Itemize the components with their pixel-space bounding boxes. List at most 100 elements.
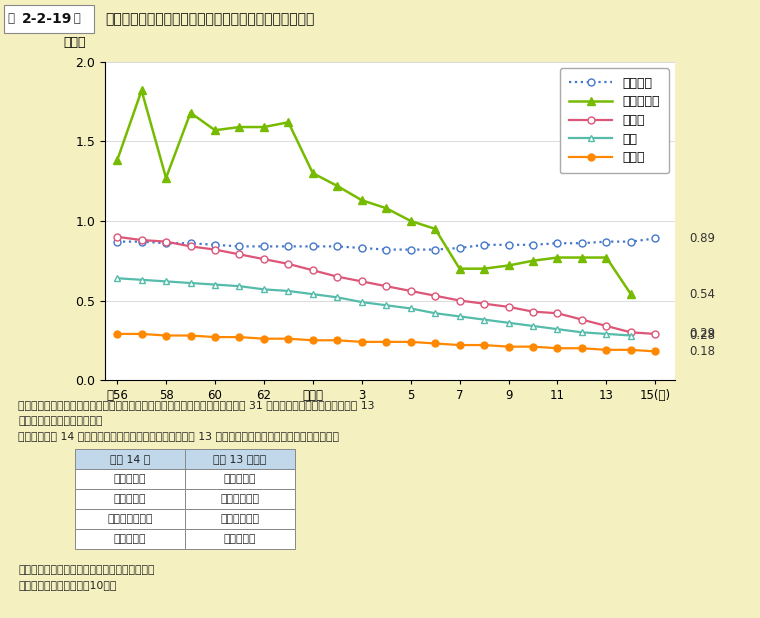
- 企業等: [112, 233, 122, 240]
- 企業等: [553, 310, 562, 317]
- 大学等: [186, 332, 195, 339]
- 企業等: [602, 322, 611, 329]
- 非営利団体: [259, 124, 268, 131]
- Text: 第: 第: [8, 12, 19, 25]
- 企業等: [528, 308, 537, 315]
- 大学等: [528, 343, 537, 350]
- 公的機関: [333, 243, 342, 250]
- 大学等: [602, 346, 611, 353]
- 非営利団体: [211, 127, 220, 134]
- Line: 全体: 全体: [114, 275, 635, 339]
- Text: 政府研究機関: 政府研究機関: [220, 514, 259, 523]
- Bar: [75, 489, 185, 509]
- Text: 図: 図: [70, 12, 81, 25]
- 全体: [112, 274, 122, 282]
- 全体: [283, 287, 293, 295]
- 非営利団体: [112, 157, 122, 164]
- 非営利団体: [626, 290, 635, 298]
- 非営利団体: [161, 174, 170, 182]
- 大学等: [259, 335, 268, 342]
- 非営利団体: [309, 169, 318, 177]
- 公的機関: [382, 246, 391, 253]
- 公的機関: [480, 241, 489, 248]
- 企業等: [211, 246, 220, 253]
- 企業等: [283, 260, 293, 268]
- 企業等: [357, 277, 366, 285]
- 企業等: [382, 282, 391, 290]
- 公的機関: [504, 241, 513, 248]
- Text: 資料：総務省統計局「科学技術研究調査報告」: 資料：総務省統計局「科学技術研究調査報告」: [18, 565, 154, 575]
- 企業等: [480, 300, 489, 307]
- 大学等: [112, 330, 122, 337]
- 大学等: [137, 330, 146, 337]
- 企業等: [626, 329, 635, 336]
- Text: ２．平成 14 年から調査区分が変更されたため、平成 13 年まではそれぞれ次の組織の数値である。: ２．平成 14 年から調査区分が変更されたため、平成 13 年まではそれぞれ次の…: [18, 431, 339, 441]
- 非営利団体: [553, 254, 562, 261]
- Text: 2-2-19: 2-2-19: [22, 12, 72, 26]
- 大学等: [161, 332, 170, 339]
- 大学等: [626, 346, 635, 353]
- 公的機関: [578, 240, 587, 247]
- 企業等: [161, 238, 170, 245]
- 企業等: [651, 330, 660, 337]
- 全体: [528, 322, 537, 329]
- 非営利団体: [578, 254, 587, 261]
- 全体: [161, 277, 170, 285]
- 企業等: [137, 236, 146, 243]
- 公的機関: [211, 241, 220, 248]
- 非営利団体: [333, 182, 342, 190]
- 全体: [504, 319, 513, 326]
- Bar: [185, 469, 295, 489]
- 公的機関: [602, 238, 611, 245]
- 大学等: [455, 341, 464, 349]
- Text: 0.28: 0.28: [689, 329, 716, 342]
- 全体: [333, 294, 342, 301]
- Text: 民営研究機関: 民営研究機関: [220, 494, 259, 504]
- Text: 平成 14 年: 平成 14 年: [110, 454, 150, 464]
- 企業等: [333, 273, 342, 281]
- Text: 大　学　等: 大 学 等: [223, 533, 256, 544]
- 企業等: [504, 303, 513, 311]
- 全体: [431, 310, 440, 317]
- 企業等: [235, 251, 244, 258]
- Text: 会　社　等: 会 社 等: [223, 473, 256, 484]
- 非営利団体: [431, 225, 440, 232]
- 企業等: [431, 292, 440, 300]
- 非営利団体: [283, 119, 293, 126]
- 公的機関: [455, 244, 464, 252]
- 非営利団体: [406, 217, 415, 224]
- 全体: [455, 313, 464, 320]
- Bar: [185, 449, 295, 468]
- Text: 大　学　等: 大 学 等: [114, 533, 146, 544]
- 非営利団体: [480, 265, 489, 273]
- 公的機関: [357, 244, 366, 252]
- 公的機関: [283, 243, 293, 250]
- 大学等: [651, 348, 660, 355]
- Text: 注）１．研究者数、研究支援者数は、各年次とも人文・社会科学等を含む３月 31 日現在の値である（ただし平成 13: 注）１．研究者数、研究支援者数は、各年次とも人文・社会科学等を含む３月 31 日…: [18, 400, 375, 410]
- Bar: [75, 509, 185, 528]
- 企業等: [455, 297, 464, 304]
- 全体: [186, 279, 195, 287]
- Text: 0.18: 0.18: [689, 345, 716, 358]
- 全体: [553, 326, 562, 333]
- 公的機関: [431, 246, 440, 253]
- 企業等: [578, 316, 587, 323]
- 公的機関: [528, 241, 537, 248]
- 全体: [211, 281, 220, 288]
- 大学等: [431, 340, 440, 347]
- Bar: [75, 449, 185, 468]
- 全体: [137, 276, 146, 284]
- 公的機関: [406, 246, 415, 253]
- Legend: 公的機関, 非営利団体, 企業等, 全体, 大学等: 公的機関, 非営利団体, 企業等, 全体, 大学等: [560, 68, 669, 173]
- Text: 0.89: 0.89: [689, 232, 716, 245]
- 全体: [259, 286, 268, 293]
- Text: 公　的　機　関: 公 的 機 関: [107, 514, 153, 523]
- 大学等: [309, 337, 318, 344]
- 大学等: [406, 338, 415, 345]
- 大学等: [480, 341, 489, 349]
- Bar: [75, 529, 185, 549]
- 全体: [309, 290, 318, 298]
- 全体: [382, 302, 391, 309]
- 大学等: [553, 344, 562, 352]
- 大学等: [211, 333, 220, 341]
